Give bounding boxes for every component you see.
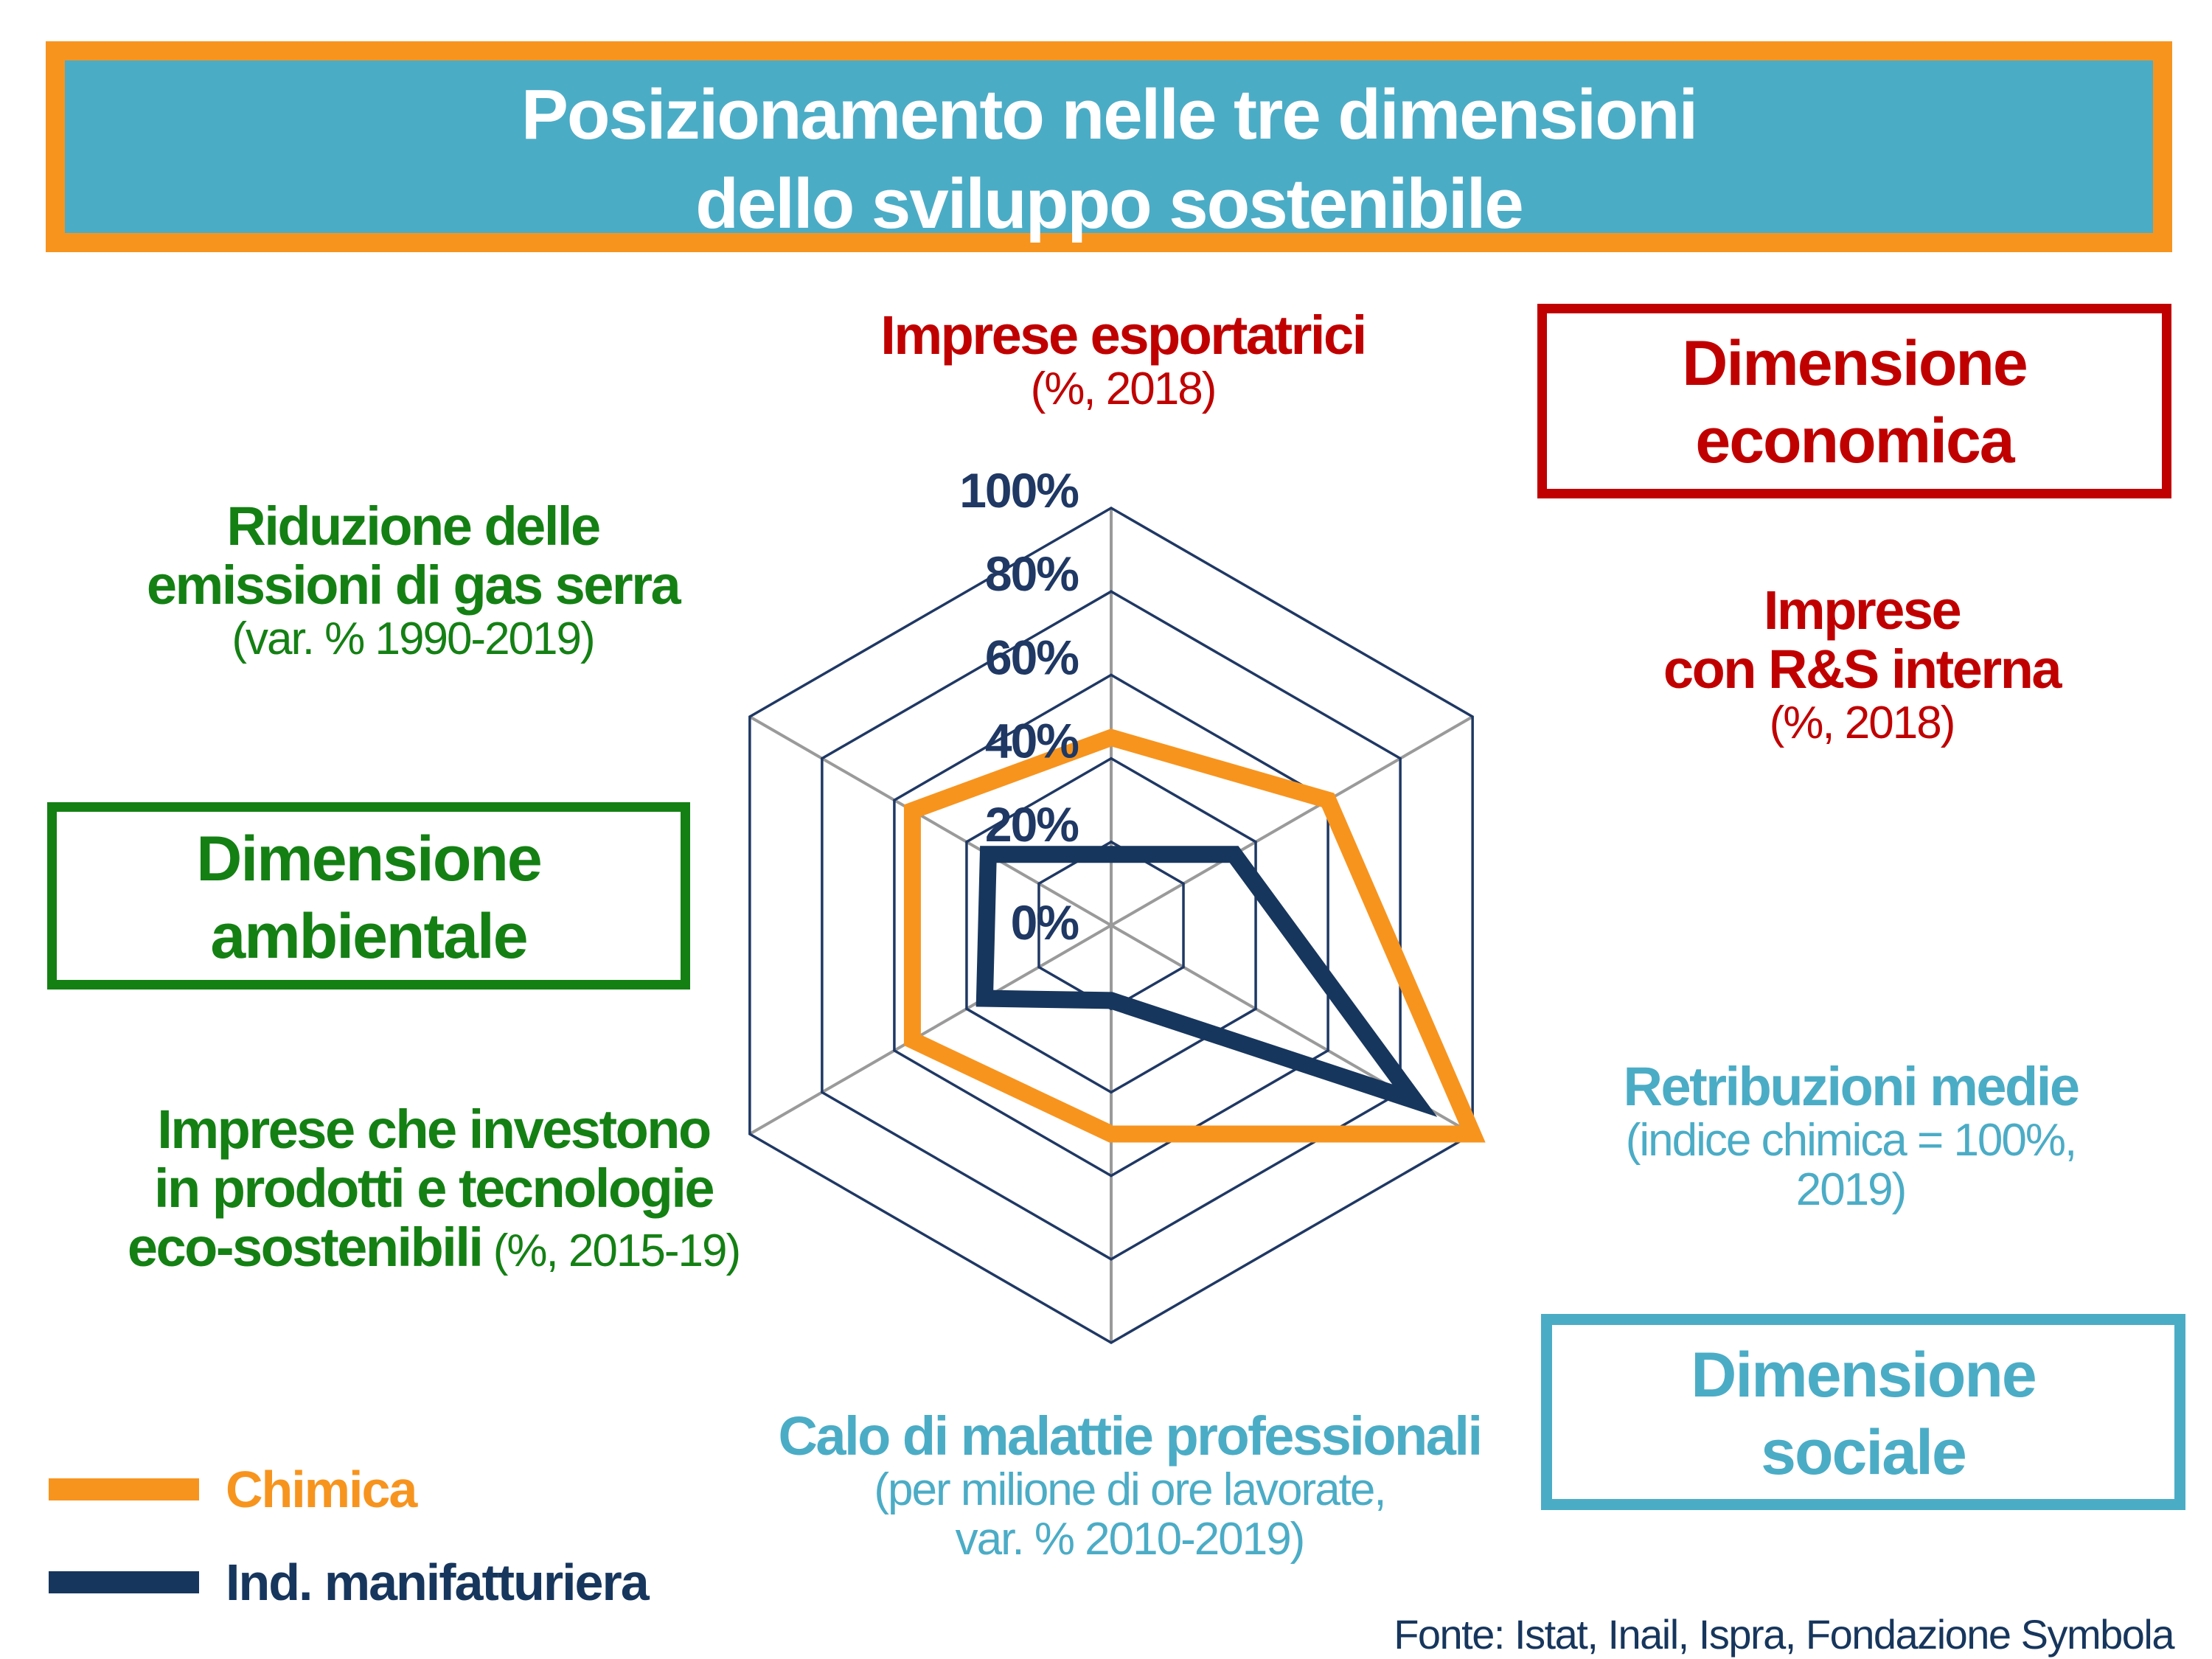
title-banner: Posizionamento nelle tre dimensioni dell… — [46, 41, 2172, 252]
axis-subtitle-line: (per milione di ore lavorate, — [874, 1464, 1386, 1515]
source-note: Fonte: Istat, Inail, Ispra, Fondazione S… — [1394, 1611, 2174, 1658]
radar-tick-label: 80% — [985, 546, 1078, 601]
legend-item-ind-manifatturiera: Ind. manifatturiera — [49, 1551, 650, 1613]
axis-title-line: in prodotti e tecnologie — [153, 1157, 715, 1219]
axis-subtitle-line: var. % 2010-2019) — [955, 1513, 1306, 1565]
axis-title-line: Calo di malattie professionali — [778, 1405, 1483, 1467]
radar-tick-label: 40% — [985, 714, 1078, 768]
axis-title-line: con R&S interna — [1663, 638, 2062, 700]
radar-tick-label: 0% — [1011, 895, 1079, 950]
box-ambientale-line1: Dimensione — [196, 824, 542, 894]
axis-subtitle-line: (%, 2018) — [1030, 363, 1217, 414]
axis-title-line: Imprese — [1763, 580, 1962, 641]
axis-title-line: Imprese che investono — [157, 1099, 712, 1160]
legend-swatch-chimica — [49, 1478, 199, 1500]
box-ambientale-line2: ambientale — [210, 900, 528, 972]
box-economica-line2: economica — [1695, 405, 2014, 476]
legend-item-chimica: Chimica — [49, 1458, 417, 1520]
series-polygon-chimica — [903, 728, 1486, 1143]
axis-title-line: Retribuzioni medie — [1623, 1056, 2080, 1117]
axis-subtitle-line: 2019) — [1795, 1164, 1907, 1215]
radar-grid-ring — [965, 757, 1257, 1094]
box-economica-line1: Dimensione — [1682, 328, 2028, 399]
axis-title-line: Riduzione delle — [226, 495, 601, 557]
axis-label-imprese-eco-sostenibili: Imprese che investono in prodotti e tecno… — [127, 1099, 741, 1278]
radar-tick-label: 60% — [985, 630, 1078, 684]
legend-label-chimica: Chimica — [226, 1461, 417, 1518]
radar-grid-ring — [748, 506, 1474, 1345]
axis-label-calo-malattie-professionali: Calo di malattie professionali (per milio… — [778, 1405, 1483, 1565]
axis-title-line: emissioni di gas serra — [146, 554, 681, 616]
axis-label-riduzione-emissioni-gas-serra: Riduzione delle emissioni di gas serra (va… — [146, 495, 681, 664]
axis-label-imprese-esportatrici: Imprese esportatrici (%, 2018) — [880, 305, 1367, 414]
axis-subtitle-inline: (%, 2015-19) — [481, 1225, 741, 1276]
axis-label-retribuzioni-medie: Retribuzioni medie (indice chimica = 100%… — [1623, 1056, 2080, 1215]
radar-grid-ring — [821, 590, 1402, 1261]
axis-subtitle-line: (%, 2018) — [1769, 697, 1956, 748]
box-dimensione-ambientale: Dimensione ambientale — [47, 802, 690, 990]
axis-label-imprese-con-rs-interna: Imprese con R&S interna (%, 2018) — [1663, 580, 2062, 748]
axis-subtitle-line: (indice chimica = 100%, — [1625, 1114, 2077, 1166]
radar-tick-label: 20% — [985, 797, 1078, 852]
axis-title-line: Imprese esportatrici — [880, 305, 1367, 366]
radar-grid-spoke — [748, 715, 1474, 1135]
axis-title-line: eco-sostenibili (%, 2015-19) — [127, 1216, 741, 1278]
legend-label-ind-manifatturiera: Ind. manifatturiera — [226, 1554, 650, 1611]
box-dimensione-sociale: Dimensione sociale — [1541, 1314, 2185, 1510]
series-polygon-ind-manifatturiera — [975, 846, 1438, 1117]
box-dimensione-economica: Dimensione economica — [1537, 304, 2171, 498]
title-line1: Posizionamento nelle tre dimensioni — [521, 75, 1698, 154]
box-sociale-line2: sociale — [1761, 1416, 1967, 1488]
legend-swatch-ind-manifatturiera — [49, 1571, 199, 1593]
radar-tick-label: 100% — [959, 463, 1078, 518]
title-line2: dello sviluppo sostenibile — [695, 164, 1524, 243]
box-sociale-line1: Dimensione — [1691, 1340, 2037, 1411]
axis-subtitle-line: (var. % 1990-2019) — [232, 613, 595, 664]
